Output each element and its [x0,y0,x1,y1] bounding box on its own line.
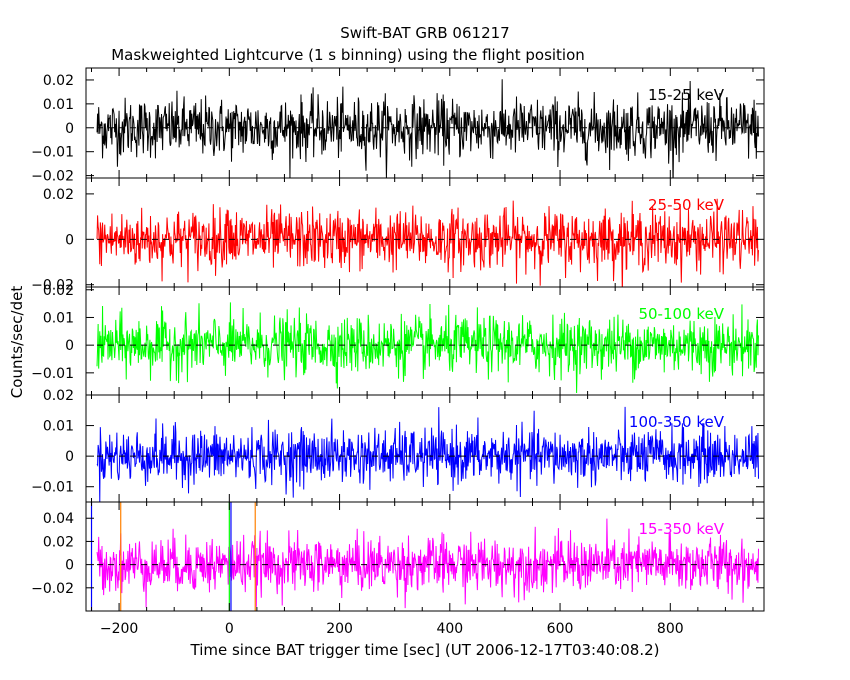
x-tick-label: 400 [436,621,463,637]
panel-15-350-kev: 0.04 0.02 0 −0.02 15-350 keV [31,501,765,612]
y-tick-label: 0.01 [43,310,74,326]
y-axis-label: Counts/sec/det [8,286,26,399]
panel-100-350-kev: 0.02 0.01 0 −0.01 100-350 keV [31,388,765,503]
band-label: 15-350 keV [638,520,724,538]
panel-frame [85,501,765,612]
band-label: 25-50 keV [648,196,725,214]
panel-25-50-kev: 0.02 0 −0.02 25-50 keV [31,177,765,294]
band-label: 50-100 keV [638,305,724,323]
x-tick-label: −200 [100,621,138,637]
y-tick-label: 0.01 [43,97,74,113]
chart-subtitle: Maskweighted Lightcurve (1 s binning) us… [111,46,585,64]
x-tick-label: 800 [657,621,684,637]
y-tick-label: 0 [65,338,74,354]
y-tick-label: 0 [65,121,74,137]
y-tick-label: −0.01 [31,145,74,161]
y-tick-label: 0.02 [43,534,74,550]
band-label: 15-25 keV [648,86,725,104]
y-tick-label: 0.04 [43,511,74,527]
series-line [96,79,759,178]
y-tick-label: 0.01 [43,419,74,435]
x-tick-label: 200 [326,621,353,637]
y-tick-label: −0.02 [31,169,74,185]
y-tick-label: 0.02 [43,388,74,404]
y-tick-label: 0.02 [43,283,74,299]
y-tick-label: −0.02 [31,581,74,597]
chart-title: Swift-BAT GRB 061217 [340,24,509,42]
y-tick-label: −0.01 [31,480,74,496]
panels: 0.02 0.01 0 −0.01 −0.02 15-25 keV 0.02 0 −0.02 25… [31,67,765,637]
series-line [96,302,759,393]
y-tick-label: −0.02 [31,278,74,294]
y-tick-label: 0 [65,232,74,248]
y-tick-label: 0 [65,558,74,574]
y-tick-label: −0.01 [31,366,74,382]
series-line [96,198,759,287]
y-tick-label: 0.02 [43,187,74,203]
panel-15-25-kev: 0.02 0.01 0 −0.01 −0.02 15-25 keV [31,67,765,185]
x-tick-label: 0 [225,621,234,637]
series-line [96,406,759,502]
x-tick-label: 600 [547,621,574,637]
panel-50-100-kev: 0.02 0.01 0 −0.01 50-100 keV [31,283,765,396]
y-tick-label: 0.02 [43,73,74,89]
x-axis-label: Time since BAT trigger time [sec] (UT 20… [190,641,660,659]
band-label: 100-350 keV [629,413,725,431]
y-tick-label: 0 [65,449,74,465]
series-line [96,518,759,609]
